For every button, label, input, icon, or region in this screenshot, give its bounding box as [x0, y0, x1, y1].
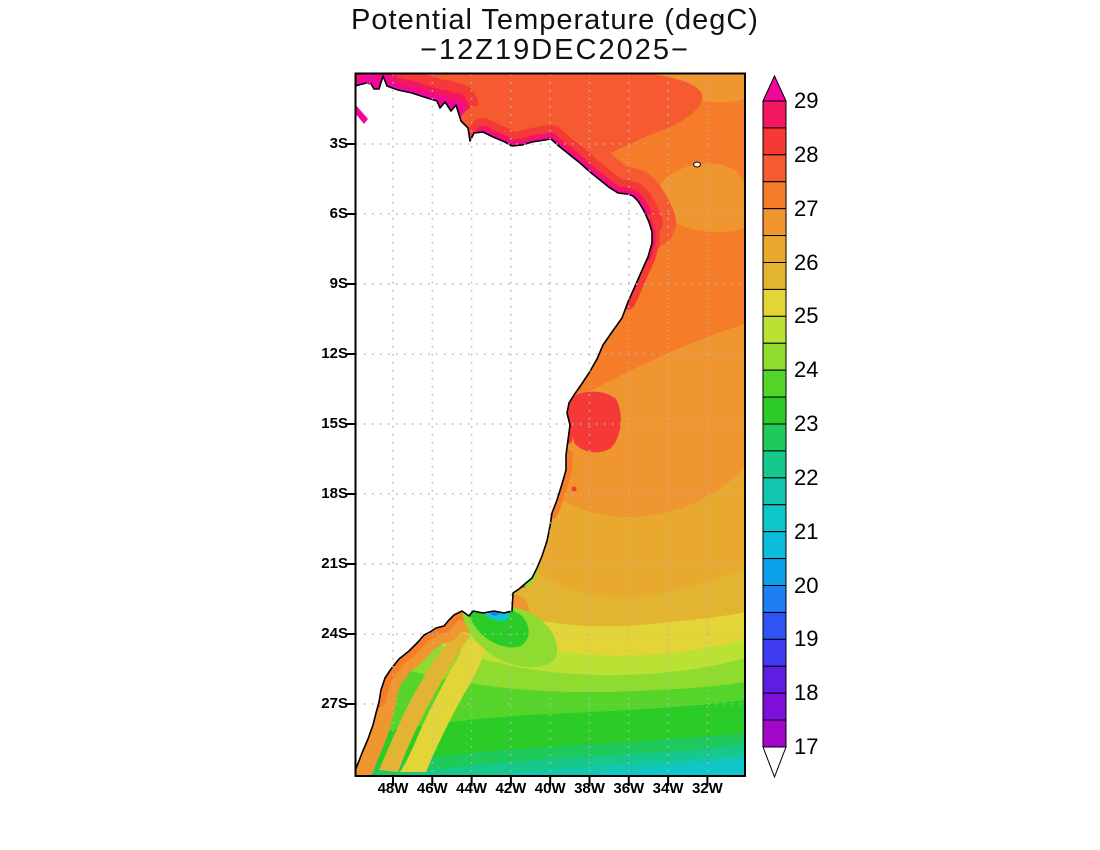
colorbar-segment — [762, 665, 787, 694]
estuary-warm-wedge — [357, 73, 381, 85]
colorbar-tick-label: 23 — [794, 411, 819, 436]
colorbar-segment — [762, 719, 787, 748]
colorbar-segment — [762, 154, 787, 183]
colorbar-tick-label: 18 — [794, 680, 819, 706]
warm-patch — [658, 163, 745, 233]
colorbar-segment — [762, 531, 787, 560]
colorbar-segment — [762, 288, 787, 317]
colorbar-tick-label: 19 — [794, 626, 819, 652]
page-title: Potential Temperature (degC) — [351, 4, 759, 36]
lon-tick-label: 36W — [613, 780, 645, 797]
colorbar-segment — [762, 450, 787, 479]
colorbar-segment — [762, 315, 787, 344]
coastal-dot — [571, 486, 577, 492]
band-patch — [400, 640, 486, 772]
colorbar-segment — [762, 423, 787, 452]
colorbar-segment — [762, 342, 787, 371]
colorbar-segment — [762, 181, 787, 210]
lon-tick-label: 34W — [652, 780, 684, 797]
colorbar-tick-label: 17 — [794, 734, 819, 759]
lat-tick-label: 6S — [329, 205, 348, 222]
colorbar-segment — [762, 396, 787, 425]
colorbar-tick-label: 20 — [794, 572, 819, 598]
band-patch — [379, 630, 470, 772]
lat-tick-label: 15S — [321, 415, 348, 432]
colorbar-segments — [762, 100, 787, 748]
colorbar-tick-label: 24 — [794, 357, 819, 383]
ocean-temperature-field — [355, 73, 745, 776]
colorbar-tick-label: 27 — [794, 195, 819, 221]
lat-tick-label: 12S — [321, 345, 348, 362]
colorbar-segment — [762, 100, 787, 129]
warm-eddy — [569, 391, 621, 453]
lat-tick-label: 18S — [321, 485, 348, 502]
lon-tick-label: 44W — [456, 780, 488, 797]
axis-tick-marks — [345, 143, 709, 786]
lat-tick-label: 3S — [329, 135, 348, 152]
colorbar — [762, 74, 787, 779]
colorbar-segment — [762, 477, 787, 506]
colorbar-under-arrow — [762, 746, 787, 779]
land-mask-brazil — [355, 75, 653, 772]
colorbar-segment — [762, 558, 787, 587]
colorbar-segment — [762, 611, 787, 640]
colorbar-segment — [762, 262, 787, 290]
colorbar-tick-label: 28 — [794, 141, 819, 167]
colorbar-segment — [762, 235, 787, 264]
lon-tick-label: 46W — [416, 780, 448, 797]
colorbar-tick-label: 29 — [794, 88, 819, 113]
lat-tick-label: 27S — [321, 695, 348, 712]
colorbar-tick-label: 22 — [794, 464, 819, 490]
lon-tick-label: 38W — [574, 780, 605, 797]
island-dot — [693, 161, 701, 168]
lat-tick-label: 21S — [321, 555, 348, 572]
colorbar-segment — [762, 208, 787, 237]
graticule-gridlines — [356, 74, 744, 775]
upwelling-pocket-inner — [468, 607, 529, 648]
colorbar-segment — [762, 638, 787, 667]
lat-tick-label: 24S — [321, 625, 348, 642]
colorbar-over-arrow — [762, 74, 787, 102]
estuary-warm-streak — [355, 104, 368, 124]
lon-tick-label: 32W — [691, 780, 723, 797]
lon-tick-label: 40W — [534, 780, 566, 797]
colorbar-segment — [762, 504, 787, 533]
colorbar-tick-label: 21 — [794, 518, 819, 544]
colorbar-tick-label: 25 — [794, 303, 819, 329]
band-cyan-bottom — [575, 759, 745, 776]
lat-tick-label: 9S — [329, 275, 348, 292]
lon-tick-label: 48W — [377, 780, 409, 797]
colorbar-segment — [762, 127, 787, 156]
colorbar-segment — [762, 369, 787, 398]
lon-tick-label: 42W — [495, 780, 527, 797]
colorbar-tick-label: 26 — [794, 249, 819, 275]
colorbar-segment — [762, 692, 787, 721]
page-subtitle: −12Z19DEC2025− — [420, 34, 690, 66]
colorbar-segment — [762, 585, 787, 613]
